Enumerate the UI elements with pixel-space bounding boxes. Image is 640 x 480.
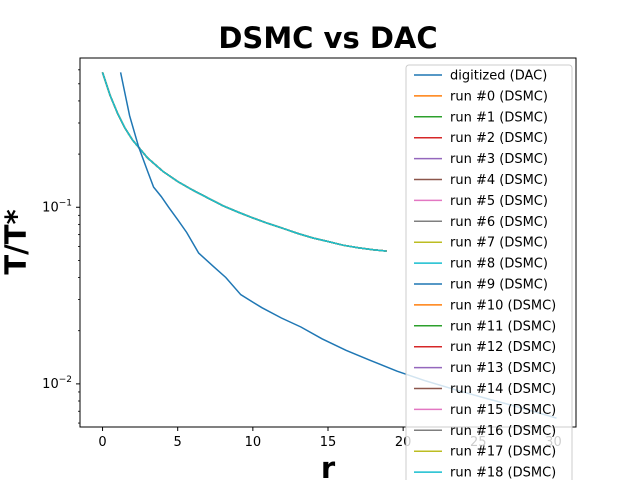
series-line-run-5: [101, 72, 387, 252]
x-axis-label: r: [321, 451, 336, 480]
legend-entry-label: run #16 (DSMC): [450, 424, 556, 439]
legend-entry-label: run #15 (DSMC): [450, 403, 556, 418]
series-line-run-14: [101, 72, 387, 252]
legend-entry-label: run #13 (DSMC): [450, 361, 556, 376]
series-line-run-4: [101, 72, 387, 252]
series-line-run-13: [101, 72, 387, 252]
y-axis-ticks: 10−1 10−2: [42, 69, 80, 424]
legend-entry-label: run #11 (DSMC): [450, 319, 556, 334]
y-axis-label: T/T*: [0, 209, 33, 274]
series-line-run-9: [101, 72, 387, 252]
x-tick-label: 0: [98, 435, 106, 450]
series-line-run-7: [101, 72, 387, 252]
series-line-run-12: [101, 72, 387, 252]
legend-entry-label: run #17 (DSMC): [450, 445, 556, 460]
legend-entry-label: run #10 (DSMC): [450, 298, 556, 313]
series-line-run-16: [101, 72, 387, 252]
series-line-run-3: [101, 72, 387, 252]
series-line-run-15: [101, 72, 387, 252]
series-line-run-0: [101, 72, 387, 252]
legend-entry-label: run #3 (DSMC): [450, 152, 548, 167]
legend-entry-label: run #18 (DSMC): [450, 466, 556, 480]
legend-box: [405, 64, 573, 480]
x-tick-label: 5: [174, 435, 182, 450]
legend-entry-label: digitized (DAC): [450, 69, 547, 84]
legend-entry-label: run #8 (DSMC): [450, 257, 548, 272]
x-tick-label: 15: [320, 435, 337, 450]
x-tick-label: 10: [245, 435, 262, 450]
series-line-run-6: [101, 72, 387, 252]
series-line-run-2: [101, 72, 387, 252]
plot-area: [101, 72, 557, 419]
series-line-run-8: [101, 72, 387, 252]
legend-entry-label: run #7 (DSMC): [450, 236, 548, 251]
series-line-run-17: [101, 72, 387, 252]
legend-entry-label: run #4 (DSMC): [450, 173, 548, 188]
y-tick-label: 10−1: [42, 198, 72, 215]
legend-entry-label: run #9 (DSMC): [450, 278, 548, 293]
series-line-run-10: [101, 72, 387, 252]
legend-entry-label: run #5 (DSMC): [450, 194, 548, 209]
legend-entry-label: run #14 (DSMC): [450, 382, 556, 397]
legend-entry-label: run #12 (DSMC): [450, 340, 556, 355]
legend-entry-label: run #6 (DSMC): [450, 215, 548, 230]
series-line-run-11: [101, 72, 387, 252]
chart-title: DSMC vs DAC: [218, 21, 437, 55]
legend-entry-label: run #2 (DSMC): [450, 131, 548, 146]
legend: digitized (DAC) run #0 (DSMC) run #1 (DSMC…: [405, 64, 573, 480]
y-tick-label: 10−2: [42, 375, 72, 392]
legend-entry-label: run #0 (DSMC): [450, 89, 548, 104]
series-line-run-1: [101, 72, 387, 252]
legend-entry-label: run #1 (DSMC): [450, 110, 548, 125]
series-line-run-18: [101, 72, 387, 252]
